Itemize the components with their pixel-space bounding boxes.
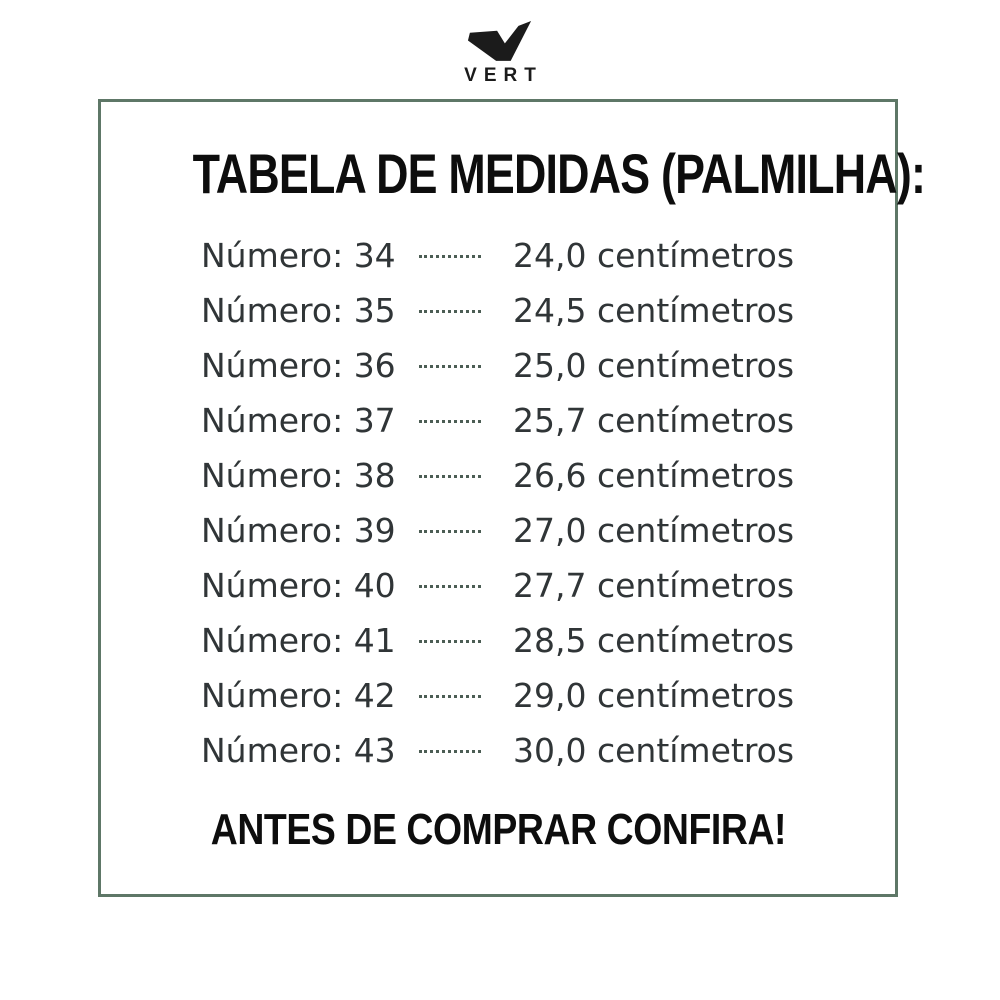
dotted-leader — [419, 420, 481, 423]
brand-logo: VERT — [0, 18, 1000, 87]
dotted-leader — [419, 310, 481, 313]
size-row: Número: 36 25,0 centímetros — [101, 338, 895, 393]
size-value: 30,0 centímetros — [513, 731, 795, 770]
dotted-leader — [419, 365, 481, 368]
size-label: Número: 41 — [201, 621, 396, 660]
size-value: 27,0 centímetros — [513, 511, 795, 550]
vert-v-icon — [467, 21, 532, 61]
size-value: 28,5 centímetros — [513, 621, 795, 660]
size-row: Número: 35 24,5 centímetros — [101, 283, 895, 338]
size-value: 24,5 centímetros — [513, 291, 795, 330]
size-row: Número: 40 27,7 centímetros — [101, 558, 895, 613]
size-chart-title: TABELA DE MEDIDAS (PALMILHA): — [192, 142, 926, 205]
dotted-leader — [419, 530, 481, 533]
size-value: 25,7 centímetros — [513, 401, 795, 440]
dotted-leader — [419, 640, 481, 643]
size-label: Número: 42 — [201, 676, 396, 715]
size-row: Número: 34 24,0 centímetros — [101, 228, 895, 283]
size-value: 29,0 centímetros — [513, 676, 795, 715]
size-value: 27,7 centímetros — [513, 566, 795, 605]
size-label: Número: 34 — [201, 236, 396, 275]
size-chart-card: TABELA DE MEDIDAS (PALMILHA): Número: 34… — [98, 99, 926, 897]
size-value: 24,0 centímetros — [513, 236, 795, 275]
dotted-leader — [419, 255, 481, 258]
size-value: 26,6 centímetros — [513, 456, 795, 495]
size-row: Número: 42 29,0 centímetros — [101, 668, 895, 723]
size-value: 25,0 centímetros — [513, 346, 795, 385]
brand-wordmark: VERT — [464, 65, 543, 86]
size-label: Número: 35 — [201, 291, 396, 330]
dotted-leader — [419, 695, 481, 698]
size-label: Número: 40 — [201, 566, 396, 605]
size-row: Número: 41 28,5 centímetros — [101, 613, 895, 668]
size-label: Número: 37 — [201, 401, 396, 440]
size-label: Número: 36 — [201, 346, 396, 385]
size-row: Número: 37 25,7 centímetros — [101, 393, 895, 448]
size-rows: Número: 34 24,0 centímetros Número: 35 2… — [101, 228, 895, 778]
size-row: Número: 39 27,0 centímetros — [101, 503, 895, 558]
size-label: Número: 39 — [201, 511, 396, 550]
dotted-leader — [419, 585, 481, 588]
dotted-leader — [419, 475, 481, 478]
size-label: Número: 38 — [201, 456, 396, 495]
size-label: Número: 43 — [201, 731, 396, 770]
purchase-warning: ANTES DE COMPRAR CONFIRA! — [210, 805, 786, 854]
size-row: Número: 43 30,0 centímetros — [101, 723, 895, 778]
dotted-leader — [419, 750, 481, 753]
size-row: Número: 38 26,6 centímetros — [101, 448, 895, 503]
